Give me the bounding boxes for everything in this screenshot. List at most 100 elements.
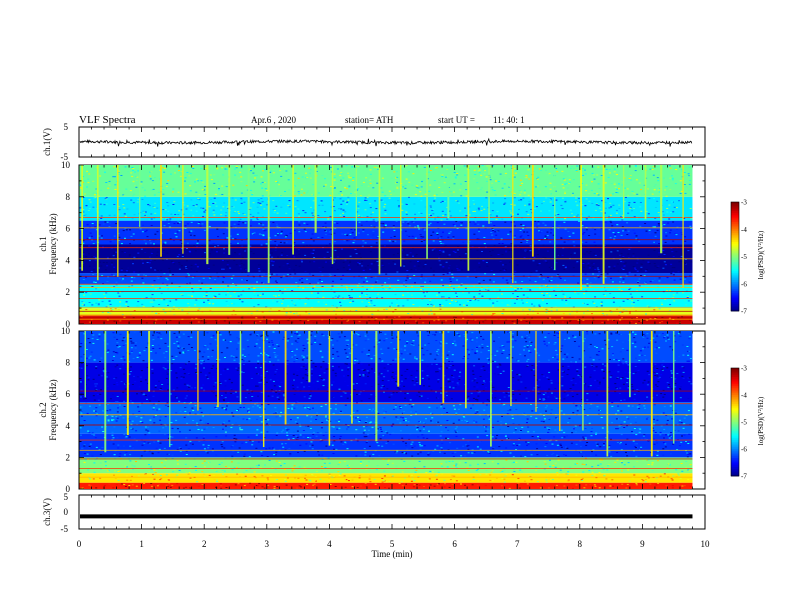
colorbar-segment bbox=[731, 243, 739, 246]
spectral-speckle bbox=[135, 440, 138, 442]
spectral-speckle bbox=[226, 292, 229, 294]
spectral-speckle bbox=[230, 226, 233, 228]
spectral-speckle bbox=[287, 199, 290, 201]
spectral-speckle bbox=[560, 237, 563, 239]
spectral-speckle bbox=[86, 170, 88, 172]
spectral-speckle bbox=[196, 481, 199, 483]
spectral-speckle bbox=[393, 316, 396, 318]
spectral-speckle bbox=[189, 190, 192, 192]
spectral-speckle bbox=[504, 269, 507, 271]
spectral-speckle bbox=[542, 222, 545, 224]
spectral-speckle bbox=[296, 469, 299, 471]
spectral-speckle bbox=[537, 176, 540, 178]
spectral-speckle bbox=[407, 171, 410, 173]
spectral-speckle bbox=[672, 271, 675, 273]
spectral-speckle bbox=[634, 166, 637, 168]
spectral-speckle bbox=[613, 168, 616, 170]
spectral-speckle bbox=[561, 170, 564, 172]
spectral-speckle bbox=[357, 188, 360, 190]
spectral-speckle bbox=[92, 478, 95, 480]
spectral-speckle bbox=[462, 445, 465, 447]
spectral-speckle bbox=[405, 445, 408, 447]
spectral-speckle bbox=[253, 181, 256, 183]
spectral-speckle bbox=[189, 477, 192, 479]
spectral-speckle bbox=[166, 219, 169, 221]
spectral-speckle bbox=[640, 269, 643, 271]
spectral-speckle bbox=[262, 293, 264, 295]
spectral-speckle bbox=[593, 178, 596, 180]
spectral-speckle bbox=[241, 245, 244, 247]
spectral-speckle bbox=[301, 176, 304, 178]
spectral-speckle bbox=[95, 251, 98, 253]
spectral-speckle bbox=[208, 206, 211, 208]
spectral-speckle bbox=[499, 270, 502, 271]
spectral-speckle bbox=[419, 278, 422, 280]
spectral-speckle bbox=[401, 437, 404, 439]
spectral-speckle bbox=[586, 310, 589, 312]
spectral-speckle bbox=[325, 261, 327, 263]
spectral-speckle bbox=[214, 279, 216, 280]
spectral-speckle bbox=[215, 486, 217, 488]
spectral-speckle bbox=[443, 486, 446, 488]
spectral-speckle bbox=[313, 284, 316, 286]
spectral-speckle bbox=[172, 240, 175, 242]
spectral-speckle bbox=[203, 301, 205, 303]
spectral-speckle bbox=[364, 209, 367, 211]
spectral-speckle bbox=[513, 168, 516, 170]
spectral-speckle bbox=[503, 244, 506, 246]
spectral-speckle bbox=[576, 204, 579, 206]
spectral-speckle bbox=[315, 480, 317, 482]
spectral-speckle bbox=[372, 246, 375, 248]
spectral-speckle bbox=[231, 455, 234, 457]
spectral-speckle bbox=[188, 250, 191, 252]
ch1-spectrogram-ylabel: Frequency (kHz) bbox=[48, 213, 58, 274]
spectral-speckle bbox=[537, 248, 540, 250]
spectral-speckle bbox=[281, 292, 284, 294]
spectral-speckle bbox=[556, 291, 559, 293]
spectral-speckle bbox=[225, 294, 227, 296]
spectral-speckle bbox=[190, 199, 193, 201]
spectral-speckle bbox=[620, 434, 623, 436]
spectral-speckle bbox=[504, 311, 507, 313]
spectral-speckle bbox=[406, 299, 409, 301]
spectral-speckle bbox=[495, 234, 498, 236]
spectral-speckle bbox=[574, 291, 577, 293]
spectral-speckle bbox=[421, 289, 423, 291]
spectral-speckle bbox=[402, 218, 405, 220]
spectral-speckle bbox=[157, 313, 160, 315]
colorbar-segment bbox=[731, 211, 739, 214]
spectral-speckle bbox=[156, 231, 159, 233]
spectral-speckle bbox=[412, 173, 415, 175]
spectral-speckle bbox=[109, 312, 112, 314]
spectral-speckle bbox=[79, 207, 82, 209]
spectral-speckle bbox=[104, 171, 106, 173]
spectral-speckle bbox=[554, 190, 557, 192]
spectral-speckle bbox=[526, 288, 529, 290]
spectral-speckle bbox=[191, 295, 193, 297]
spectral-speckle bbox=[674, 442, 677, 443]
spectral-speckle bbox=[154, 269, 157, 271]
spectral-speckle bbox=[388, 190, 391, 192]
spectral-speckle bbox=[454, 251, 457, 253]
spectral-speckle bbox=[403, 452, 406, 454]
spectral-speckle bbox=[633, 474, 636, 476]
spectral-speckle bbox=[104, 219, 107, 220]
spectral-speckle bbox=[202, 278, 204, 280]
spectral-speckle bbox=[252, 253, 255, 255]
spectral-speckle bbox=[651, 193, 654, 195]
spectral-speckle bbox=[661, 304, 664, 305]
spectral-speckle bbox=[208, 277, 211, 279]
spectral-speckle bbox=[617, 254, 620, 256]
spectral-speckle bbox=[373, 479, 376, 481]
spectral-speckle bbox=[441, 305, 444, 307]
spectral-speckle bbox=[604, 221, 607, 223]
spectral-speckle bbox=[448, 271, 451, 273]
spectral-speckle bbox=[172, 274, 174, 276]
spectral-speckle bbox=[312, 213, 315, 215]
spectral-speckle bbox=[581, 463, 584, 465]
spectral-speckle bbox=[467, 445, 470, 447]
spectral-speckle bbox=[595, 454, 598, 456]
spectral-speckle bbox=[261, 282, 263, 284]
spectral-speckle bbox=[362, 231, 365, 233]
